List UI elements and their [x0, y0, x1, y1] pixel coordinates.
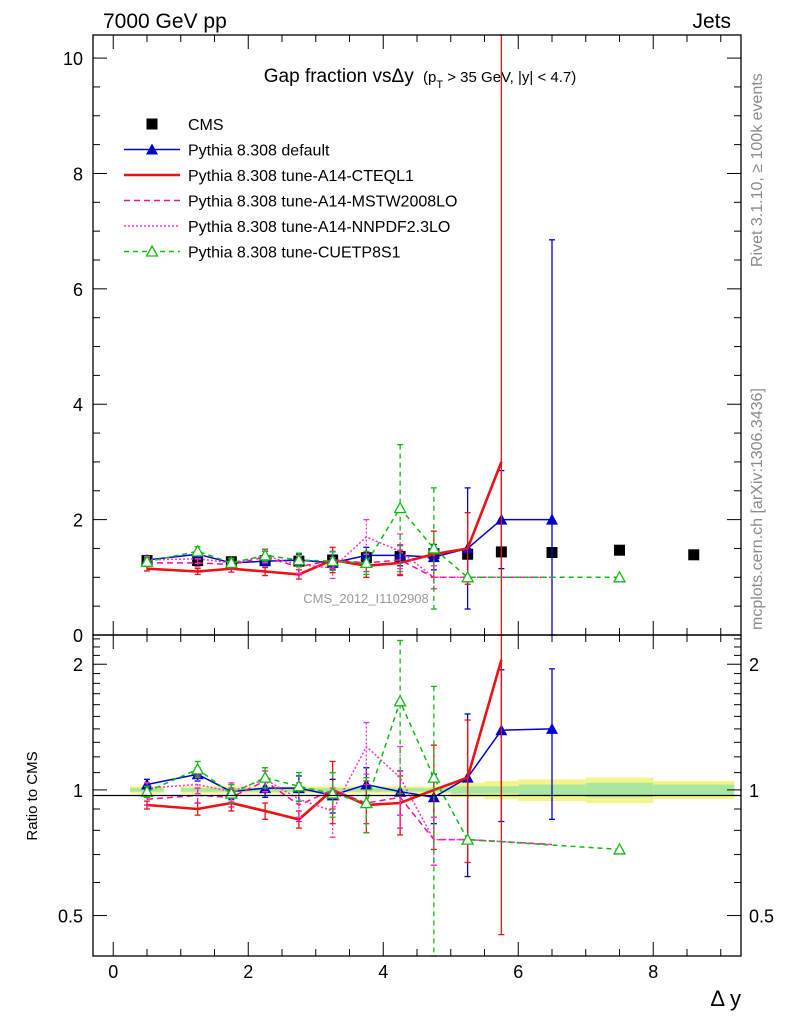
data-point-square [614, 544, 625, 556]
x-tick-label: 2 [243, 962, 253, 982]
band-inner-segment [585, 782, 654, 798]
data-point-open-triangle [224, 556, 238, 569]
data-point-triangle [146, 143, 158, 155]
legend-entry-label: Pythia 8.308 tune-A14-NNPDF2.3LO [188, 219, 450, 236]
data-point-open-triangle [258, 548, 272, 561]
series-pythia-8-308-tune-cuetp8s1 [140, 639, 627, 957]
legend-entry-label: Pythia 8.308 default [188, 143, 330, 160]
chart-title-main: Gap fraction vsΔy [264, 66, 414, 87]
main-y-tick-label: 10 [63, 49, 83, 69]
legend: CMS Pythia 8.308 default Pythia 8.308 tune… [124, 117, 457, 262]
main-y-tick-label: 2 [73, 511, 83, 531]
data-point-open-triangle [612, 570, 627, 583]
ratio-y-tick-label: 2 [73, 655, 83, 675]
series-line [146, 518, 552, 564]
data-point-open-triangle [427, 541, 441, 554]
data-point-open-triangle [292, 779, 306, 792]
ratio-y-tick-label-right: 0.5 [749, 907, 774, 927]
chart-title-cut-index: T [436, 79, 443, 91]
series-line [146, 699, 620, 851]
legend-entry-label: Pythia 8.308 tune-A14-MSTW2008LO [188, 194, 457, 211]
data-point-open-triangle [140, 554, 154, 567]
data-point-open-triangle [461, 570, 475, 583]
data-point-open-triangle [612, 842, 627, 855]
data-point-triangle [546, 722, 558, 734]
data-point-open-triangle [140, 784, 154, 797]
data-point-open-triangle [191, 544, 205, 557]
ratio-y-axis-label: Ratio to CMS [24, 751, 41, 840]
x-tick-label: 0 [108, 962, 118, 982]
legend-entry-label: Pythia 8.308 tune-A14-CTEQL1 [188, 168, 414, 185]
ratio-y-tick-label: 1 [73, 781, 83, 801]
mcplots-reference-label: mcplots.cern.ch [arXiv:1306.3436] [749, 388, 766, 630]
data-point-triangle [546, 513, 558, 525]
main-y-tick-label: 4 [73, 395, 83, 415]
data-point-open-triangle [359, 556, 373, 569]
header-process-label: Jets [692, 10, 731, 33]
chart-title: Gap fraction vsΔy (pT > 35 GeV, |y| < 4.… [264, 66, 576, 91]
data-point-open-triangle [461, 832, 475, 845]
data-point-open-triangle [393, 501, 407, 514]
series-pythia-8-308-default [141, 668, 558, 878]
main-y-tick-label: 0 [73, 626, 83, 646]
main-y-tick-label: 6 [73, 280, 83, 300]
ratio-y-tick-label-right: 2 [749, 655, 759, 675]
series-pythia-8-308-default [141, 239, 558, 636]
main-y-tick-label: 8 [73, 164, 83, 184]
chart-title-cut-rest: > 35 GeV, |y| < 4.7) [443, 69, 576, 86]
data-point-square [688, 549, 700, 561]
series-pythia-8-308-tune-a14-mstw2008lo [144, 544, 552, 590]
header-energy-label: 7000 GeV pp [103, 10, 227, 33]
data-point-open-triangle [191, 762, 205, 775]
x-tick-label: 4 [378, 962, 388, 982]
chart-title-cut-prefix: (p [423, 69, 436, 86]
data-point-open-triangle [292, 553, 306, 566]
data-point-open-triangle [427, 770, 441, 783]
data-point-open-triangle [393, 694, 407, 707]
legend-entry-label: CMS [188, 117, 224, 134]
data-point-open-triangle [326, 554, 340, 567]
main-plot-series [140, 34, 700, 636]
ratio-plot-series [140, 634, 627, 957]
series-pythia-8-308-tune-cuetp8s1 [140, 443, 627, 610]
ratio-axis-ticks: 0 2 4 6 8 0.5 0.5 1 1 2 2 [58, 635, 774, 982]
data-point-square [146, 118, 158, 130]
data-point-open-triangle [258, 770, 272, 783]
data-point-open-triangle [145, 244, 159, 257]
series-line [146, 506, 620, 579]
legend-entry-label: Pythia 8.308 tune-CUETP8S1 [188, 245, 401, 262]
series-pythia-8-308-tune-a14-nnpdf2-3lo [144, 518, 552, 590]
data-point-open-triangle [359, 796, 373, 809]
band-inner-segment [653, 784, 735, 796]
main-axis-ticks: 0 2 4 6 8 10 [63, 35, 741, 646]
x-axis-label: Δ y [710, 986, 741, 1011]
series-line [146, 536, 552, 579]
x-tick-label: 8 [648, 962, 658, 982]
ratio-y-tick-label-right: 1 [749, 781, 759, 801]
analysis-watermark: CMS_2012_I1102908 [303, 591, 429, 606]
ratio-y-tick-label: 0.5 [58, 907, 83, 927]
rivet-version-label: Rivet 3.1.10, ≥ 100k events [749, 73, 766, 267]
x-tick-label: 6 [513, 962, 523, 982]
series-line [146, 728, 553, 799]
